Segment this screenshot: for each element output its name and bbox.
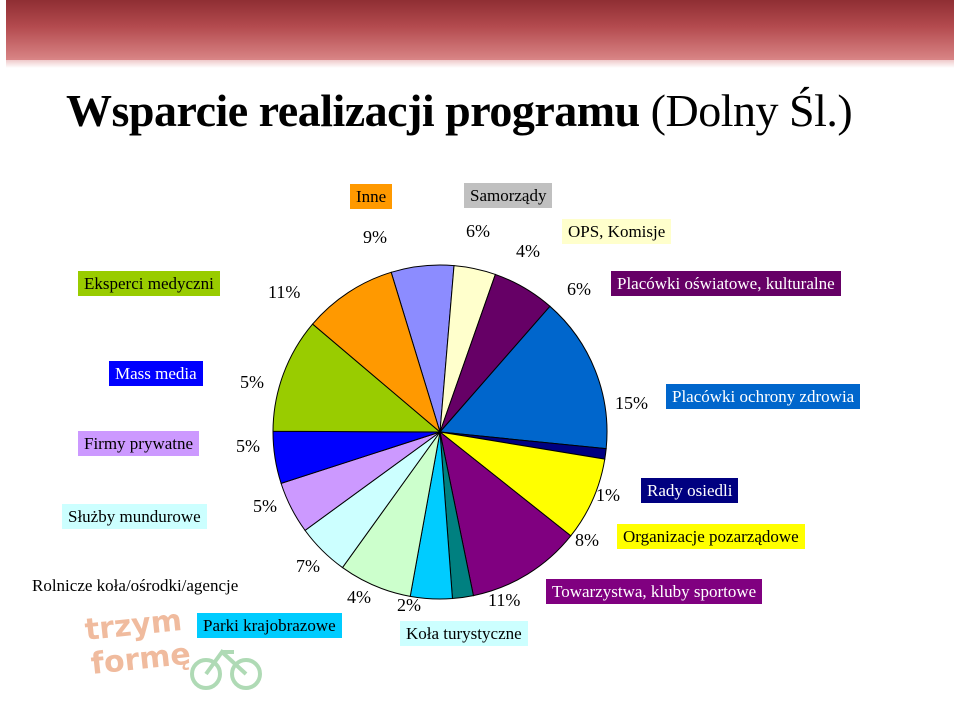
pie-slice-towarzystwa-kluby-sportowe: [439, 430, 572, 597]
pie-slice-placowki-ochrony-zdrowia: [438, 305, 608, 450]
slice-percent-placowki-oswiatowe-kulturalne: 6%: [567, 279, 591, 299]
bicycle-icon: [190, 649, 262, 690]
slice-label-organizacje-pozarzadowe: Organizacje pozarządowe: [617, 524, 805, 549]
slice-label-rolnicze-kola-osrodki-agencje: Rolnicze koła/ośrodki/agencje: [26, 573, 245, 598]
slice-percent-inne: 9%: [363, 227, 387, 247]
slice-percent-sluzby-mundurowe: 5%: [253, 496, 277, 516]
slice-percent-parki-krajobrazowe: 4%: [347, 587, 371, 607]
slice-label-kola-turystyczne: Koła turystyczne: [400, 621, 528, 646]
slice-percent-ops-komisje: 4%: [516, 241, 540, 261]
slice-percent-kola-turystyczne: 2%: [397, 595, 421, 615]
slice-percent-mass-media: 5%: [240, 372, 264, 392]
slice-percent-samorzady: 6%: [466, 221, 490, 241]
slice-label-ops-komisje: OPS, Komisje: [562, 219, 672, 244]
slice-label-parki-krajobrazowe: Parki krajobrazowe: [197, 613, 342, 638]
slice-label-firmy-prywatne: Firmy prywatne: [78, 431, 200, 456]
slice-percent-organizacje-pozarzadowe: 8%: [575, 530, 599, 550]
slice-label-eksperci-medyczni: Eksperci medyczni: [78, 271, 220, 296]
slice-label-placowki-ochrony-zdrowia: Placówki ochrony zdrowia: [666, 384, 861, 409]
pie-slice-eksperci-medyczni: [272, 323, 442, 433]
slice-label-mass-media: Mass media: [109, 361, 203, 386]
slide-title-region: (Dolny Śl.): [650, 85, 853, 136]
slice-label-inne: Inne: [350, 184, 393, 209]
slice-percent-rady-osiedli: 1%: [596, 485, 620, 505]
slide-title-bold: Wsparcie realizacji programu: [66, 85, 640, 136]
trzymaj-forme-logo: trzym formę: [84, 612, 262, 690]
slice-percent-placowki-ochrony-zdrowia: 15%: [615, 393, 648, 413]
title-banner: [6, 0, 954, 60]
slice-label-sluzby-mundurowe: Służby mundurowe: [62, 504, 207, 529]
slice-label-rady-osiedli: Rady osiedli: [641, 478, 739, 503]
slide-title: Wsparcie realizacji programu (Dolny Śl.): [66, 84, 853, 137]
title-banner-shadow: [6, 58, 954, 68]
slice-label-towarzystwa-kluby-sportowe: Towarzystwa, kluby sportowe: [546, 579, 763, 604]
slice-percent-firmy-prywatne: 5%: [236, 436, 260, 456]
slice-percent-towarzystwa-kluby-sportowe: 11%: [488, 590, 521, 610]
slice-percent-rolnicze-kola-osrodki-agencje: 7%: [296, 556, 320, 576]
pie-slice-inne: [311, 271, 441, 434]
slice-label-placowki-oswiatowe-kulturalne: Placówki oświatowe, kulturalne: [611, 271, 841, 296]
slice-percent-eksperci-medyczni: 11%: [268, 282, 301, 302]
slice-label-samorzady: Samorządy: [464, 183, 553, 208]
